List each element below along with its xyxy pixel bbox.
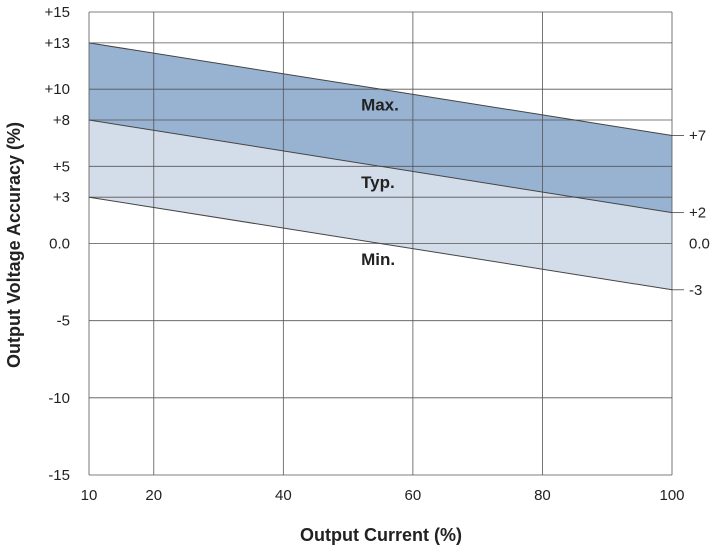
band-label: Min. [361, 250, 395, 269]
series-lines [88, 42, 673, 291]
y-tick-label: +10 [45, 81, 70, 98]
y-tick-label: -15 [48, 467, 70, 484]
series-line [88, 196, 673, 291]
x-tick-label: 20 [145, 487, 162, 504]
series-end-label: +2 [689, 205, 706, 222]
y-tick-label: +15 [45, 4, 70, 21]
x-tick-label: 10 [81, 487, 98, 504]
y-tick-labels: +15 +13 +10 +8 +5 +3 0.0 -5 -10 -15 [45, 4, 70, 484]
upper-band-area [89, 42, 672, 213]
x-tick-label: 60 [405, 487, 422, 504]
series-end-label: -3 [689, 282, 702, 299]
band-label: Max. [361, 96, 399, 115]
y-tick-label: +3 [53, 189, 70, 206]
x-tick-label: 100 [659, 487, 684, 504]
x-tick-labels: 10 20 40 60 80 100 [81, 487, 685, 504]
x-axis-title: Output Current (%) [300, 525, 462, 545]
band-label: Typ. [361, 173, 395, 192]
series-line [88, 42, 673, 136]
right-end-labels: +7 +2 -3 0.0 [672, 127, 710, 299]
y-tick-label: -10 [48, 390, 70, 407]
lower-band-area [89, 120, 672, 290]
y-tick-label: +5 [53, 158, 70, 175]
y-axis-title: Output Voltage Accuracy (%) [4, 122, 24, 368]
x-tick-label: 80 [534, 487, 551, 504]
bands-layer [89, 42, 672, 290]
y-tick-label: +13 [45, 35, 70, 52]
right-zero-label: 0.0 [689, 236, 710, 253]
grid-layer [88, 11, 673, 476]
series-end-label: +7 [689, 127, 706, 144]
y-tick-label: 0.0 [49, 236, 70, 253]
y-tick-label: +8 [53, 112, 70, 129]
y-tick-label: -5 [57, 313, 70, 330]
series-line [88, 119, 673, 214]
band-labels: Max. Typ. Min. [361, 96, 399, 269]
x-tick-label: 40 [275, 487, 292, 504]
